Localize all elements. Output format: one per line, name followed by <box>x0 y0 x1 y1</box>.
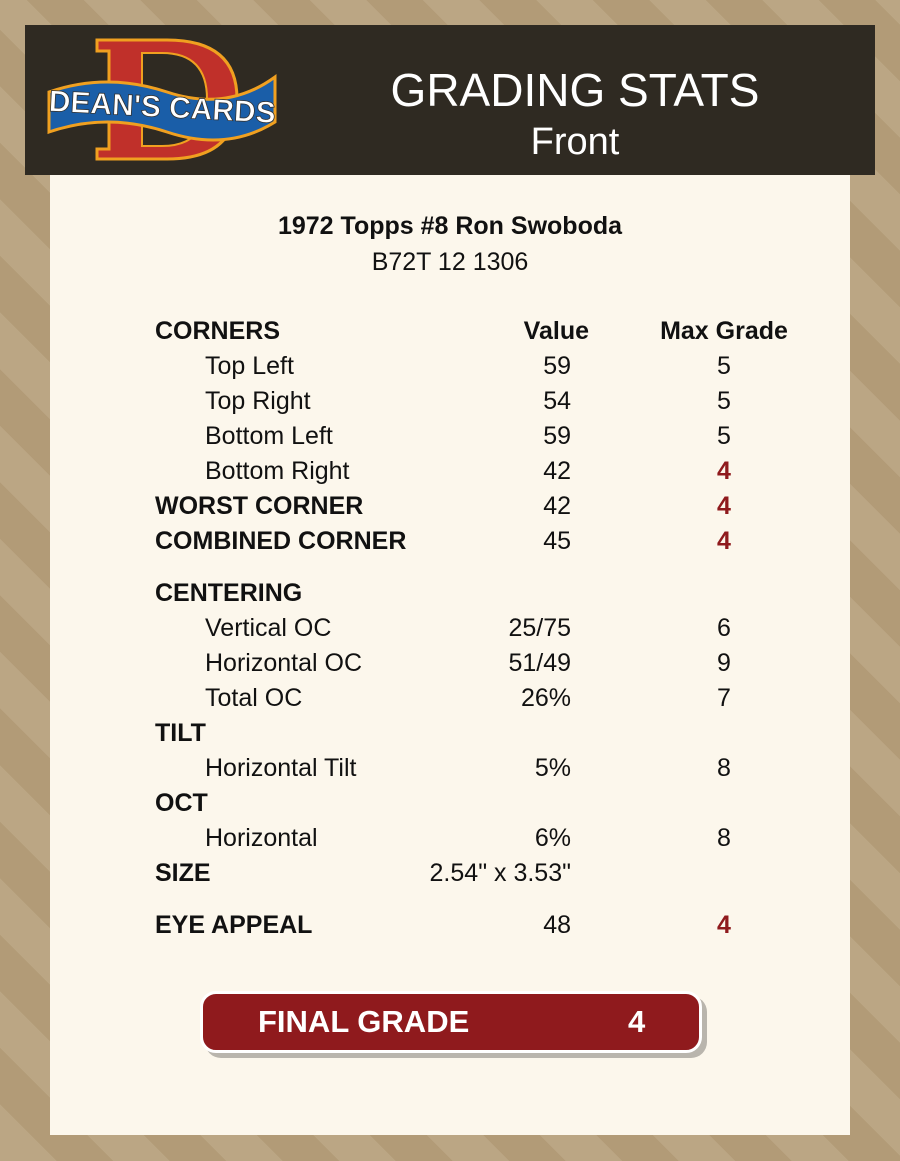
column-header-value: Value <box>523 317 589 345</box>
row-max-grade: 4 <box>717 911 731 939</box>
row-label: OCT <box>155 789 208 817</box>
row-label: Vertical OC <box>205 614 332 642</box>
row-value: 2.54" x 3.53" <box>429 859 571 887</box>
table-row: Top Left 59 5 <box>155 349 815 384</box>
row-max-grade: 5 <box>717 422 731 450</box>
row-label: Bottom Left <box>205 422 333 450</box>
table-row: COMBINED CORNER 45 4 <box>155 524 815 559</box>
final-grade-value: 4 <box>628 1004 646 1039</box>
row-max-grade: 5 <box>717 387 731 415</box>
card-title: 1972 Topps #8 Ron Swoboda <box>277 212 623 240</box>
row-label: CENTERING <box>155 579 303 607</box>
row-label: SIZE <box>155 859 211 887</box>
row-label: Bottom Right <box>205 457 350 485</box>
row-value: 42 <box>543 457 571 485</box>
final-grade-label: FINAL GRADE <box>258 1004 470 1039</box>
grading-table: CORNERS Value Max Grade Top Left 59 5 Top Righ… <box>155 314 815 943</box>
table-row: CENTERING <box>155 576 815 611</box>
row-max-grade: 9 <box>717 649 731 677</box>
row-label: CORNERS <box>155 317 281 345</box>
row-label: EYE APPEAL <box>155 911 313 939</box>
row-value: 54 <box>543 387 571 415</box>
row-label: Top Right <box>205 387 311 415</box>
row-label: Horizontal OC <box>205 649 362 677</box>
card-id: B72T 12 1306 <box>371 248 529 276</box>
row-max-grade: 5 <box>717 352 731 380</box>
row-value: 6% <box>534 824 571 852</box>
row-value: 51/49 <box>508 649 571 677</box>
row-label: WORST CORNER <box>155 492 364 520</box>
row-value: 59 <box>543 352 571 380</box>
table-row: Bottom Left 59 5 <box>155 419 815 454</box>
row-label: TILT <box>155 719 206 747</box>
table-row: WORST CORNER 42 4 <box>155 489 815 524</box>
row-max-grade: 4 <box>717 492 731 520</box>
deans-cards-logo: DEAN'S CARDS <box>47 38 277 161</box>
row-max-grade: 8 <box>717 754 731 782</box>
row-max-grade: 6 <box>717 614 731 642</box>
row-max-grade: 7 <box>717 684 731 712</box>
header-bar: DEAN'S CARDS GRADING STATS Front <box>25 25 875 175</box>
table-row: Total OC 26% 7 <box>155 681 815 716</box>
table-row: Horizontal 6% 8 <box>155 821 815 856</box>
table-row: CORNERS Value Max Grade <box>155 314 815 349</box>
table-row: SIZE 2.54" x 3.53" <box>155 856 815 891</box>
row-label: Top Left <box>205 352 294 380</box>
stats-panel: 1972 Topps #8 Ron Swoboda B72T 12 1306 C… <box>50 175 850 1135</box>
table-row: OCT <box>155 786 815 821</box>
table-row: TILT <box>155 716 815 751</box>
row-value: 59 <box>543 422 571 450</box>
table-row: Horizontal OC 51/49 9 <box>155 646 815 681</box>
table-row: Bottom Right 42 4 <box>155 454 815 489</box>
row-max-grade: 4 <box>717 457 731 485</box>
table-row: Vertical OC 25/75 6 <box>155 611 815 646</box>
row-max-grade: 8 <box>717 824 731 852</box>
row-label: Horizontal Tilt <box>205 754 357 782</box>
row-value: 5% <box>534 754 571 782</box>
row-value: 48 <box>543 911 571 939</box>
row-label: Total OC <box>205 684 303 712</box>
final-grade-badge: FINAL GRADE 4 <box>200 991 702 1053</box>
row-label: Horizontal <box>205 824 318 852</box>
table-row: EYE APPEAL 48 4 <box>155 908 815 943</box>
table-row: Horizontal Tilt 5% 8 <box>155 751 815 786</box>
row-max-grade: 4 <box>717 527 731 555</box>
row-value: 42 <box>543 492 571 520</box>
page-subtitle: Front <box>530 121 620 163</box>
table-row: Top Right 54 5 <box>155 384 815 419</box>
column-header-max-grade: Max Grade <box>660 317 788 345</box>
page-title: GRADING STATS <box>390 64 760 116</box>
row-value: 45 <box>543 527 571 555</box>
row-value: 26% <box>520 684 571 712</box>
row-label: COMBINED CORNER <box>155 527 407 555</box>
row-value: 25/75 <box>508 614 571 642</box>
